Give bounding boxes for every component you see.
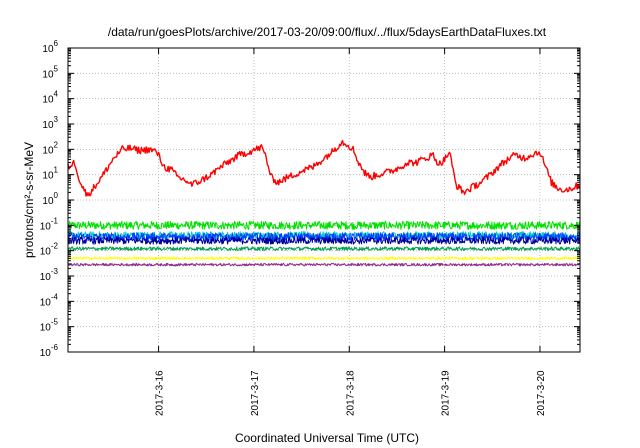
y-tick-base: 10 xyxy=(40,221,52,232)
y-tick-base: 10 xyxy=(40,323,52,334)
series-line xyxy=(67,256,581,261)
x-tick-label: 2017-3-20 xyxy=(536,370,547,416)
y-tick-label: 101 xyxy=(42,166,58,182)
y-tick-exponent: 6 xyxy=(54,39,59,48)
series-line xyxy=(67,139,581,197)
data-series xyxy=(67,139,581,267)
y-tick-exponent: 0 xyxy=(54,191,59,200)
y-tick-base: 10 xyxy=(40,297,52,308)
y-tick-exponent: 1 xyxy=(54,166,59,175)
series-line xyxy=(67,220,581,230)
y-tick-base: 10 xyxy=(40,272,52,283)
y-tick-exponent: -6 xyxy=(51,343,59,352)
y-tick-exponent: 2 xyxy=(54,140,59,149)
y-axis-label: protons/cm²-s-sr-MeV xyxy=(22,142,36,258)
y-tick-exponent: -1 xyxy=(51,216,59,225)
y-tick-base: 10 xyxy=(42,171,54,182)
y-tick-label: 106 xyxy=(42,39,58,55)
y-tick-label: 10-5 xyxy=(40,318,59,334)
y-tick-label: 10-1 xyxy=(40,216,59,232)
y-tick-label: 102 xyxy=(42,140,58,156)
x-tick-label: 2017-3-17 xyxy=(250,370,261,416)
y-tick-exponent: 5 xyxy=(54,64,59,73)
y-tick-base: 10 xyxy=(42,95,54,106)
y-tick-base: 10 xyxy=(40,348,52,359)
chart-title: /data/run/goesPlots/archive/2017-03-20/0… xyxy=(108,25,547,39)
y-tick-label: 100 xyxy=(42,191,58,207)
y-tick-label: 105 xyxy=(42,64,58,80)
y-tick-exponent: -2 xyxy=(51,242,59,251)
y-tick-base: 10 xyxy=(42,44,54,55)
y-tick-exponent: 4 xyxy=(54,90,59,99)
y-tick-label: 10-6 xyxy=(40,343,59,359)
y-tick-exponent: -3 xyxy=(51,267,59,276)
x-tick-label: 2017-3-19 xyxy=(441,370,452,416)
y-tick-label: 103 xyxy=(42,115,58,131)
series-line xyxy=(67,246,581,251)
y-tick-exponent: -4 xyxy=(51,292,59,301)
y-tick-base: 10 xyxy=(42,120,54,131)
y-tick-exponent: -5 xyxy=(51,318,59,327)
series-line xyxy=(67,262,581,267)
x-axis-label: Coordinated Universal Time (UTC) xyxy=(235,431,419,445)
y-tick-base: 10 xyxy=(42,69,54,80)
y-tick-base: 10 xyxy=(40,247,52,258)
y-tick-label: 10-3 xyxy=(40,267,59,283)
y-tick-label: 10-4 xyxy=(40,292,59,308)
y-tick-base: 10 xyxy=(42,196,54,207)
series-line xyxy=(67,236,581,245)
x-tick-label: 2017-3-16 xyxy=(155,370,166,416)
y-tick-label: 104 xyxy=(42,90,58,106)
y-tick-base: 10 xyxy=(42,145,54,156)
y-tick-exponent: 3 xyxy=(54,115,59,124)
y-tick-label: 10-2 xyxy=(40,242,59,258)
x-tick-label: 2017-3-18 xyxy=(345,370,356,416)
axis-ticks: 10-610-510-410-310-210-11001011021031041… xyxy=(40,39,580,416)
